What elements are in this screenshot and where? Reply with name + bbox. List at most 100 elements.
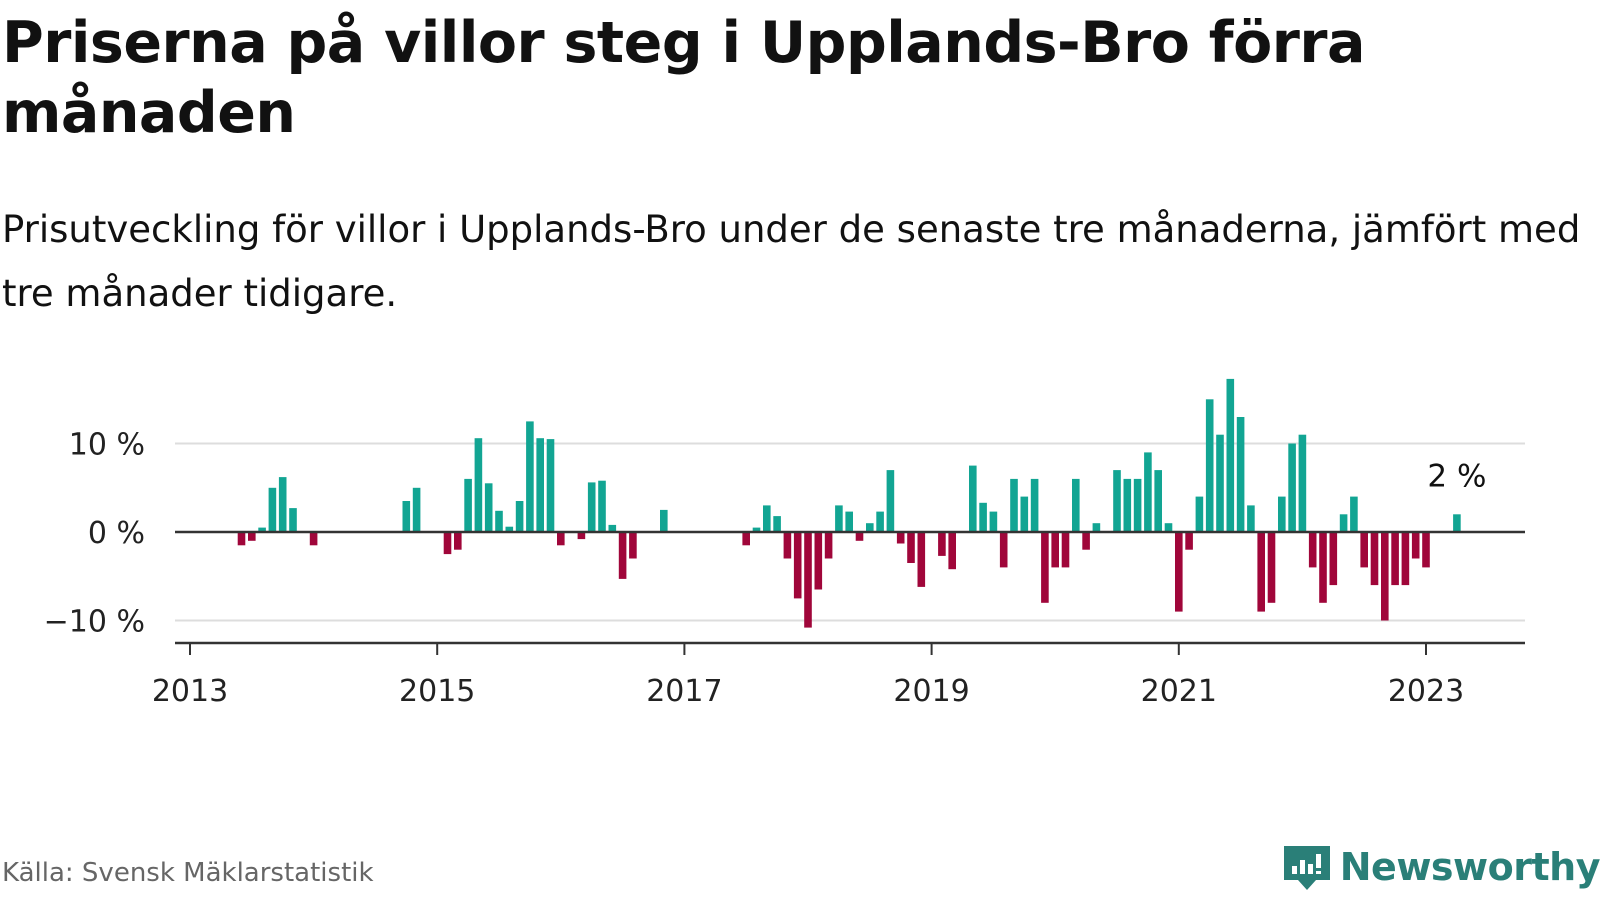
x-tick-label: 2021	[1141, 674, 1217, 709]
bar	[402, 501, 411, 532]
bar	[1226, 378, 1235, 532]
bar	[1051, 532, 1059, 568]
latest-value-label: 2 %	[1427, 458, 1486, 494]
bar	[1041, 532, 1049, 603]
bar	[835, 505, 843, 532]
bar	[526, 421, 534, 532]
bar	[237, 532, 246, 546]
bar	[938, 532, 946, 556]
bar	[495, 510, 503, 532]
y-tick-label: −10 %	[44, 605, 145, 640]
bar	[1092, 523, 1101, 532]
bar	[660, 509, 668, 532]
bar-chart: −10 % 0 % 10 % 2013 2015 2017 2019 2021 2023 2 %	[44, 378, 1525, 709]
bar	[1072, 478, 1080, 532]
bar	[1391, 532, 1399, 586]
bar	[557, 532, 565, 546]
bar	[907, 532, 915, 563]
bar	[505, 526, 514, 532]
bar	[1267, 532, 1276, 603]
bar	[1185, 532, 1193, 550]
chart-subtitle: Prisutveckling för villor i Upplands-Bro…	[2, 208, 1581, 315]
x-tick-label: 2015	[399, 674, 475, 709]
bar	[1020, 496, 1029, 532]
x-tick-label: 2017	[646, 674, 722, 709]
bar	[763, 505, 771, 532]
bar	[1401, 532, 1410, 586]
bar	[577, 532, 586, 540]
bar	[1350, 496, 1358, 532]
bar	[1319, 532, 1327, 603]
bar	[917, 532, 926, 587]
newsworthy-logo-icon	[1283, 846, 1330, 890]
y-tick-label: 10 %	[69, 428, 145, 463]
bar	[454, 532, 462, 550]
bar	[1278, 496, 1286, 532]
bar	[1010, 478, 1018, 532]
bar	[248, 532, 256, 541]
bar	[1308, 532, 1317, 568]
bar	[278, 477, 287, 532]
bar	[546, 439, 555, 532]
bar	[1133, 478, 1142, 532]
bar	[1370, 532, 1379, 586]
brand-name: Newsworthy	[1339, 845, 1600, 889]
bar	[824, 532, 833, 559]
bar	[1422, 532, 1430, 568]
bar	[412, 487, 421, 533]
bar	[1257, 532, 1265, 612]
bar	[989, 511, 998, 532]
bar	[1082, 532, 1090, 550]
bar	[1175, 532, 1183, 612]
bar	[608, 524, 617, 532]
bar	[866, 523, 874, 532]
brand-logo: Newsworthy	[1282, 842, 1600, 892]
x-tick-label: 2023	[1388, 674, 1464, 709]
bar	[1113, 470, 1121, 532]
bar	[793, 532, 802, 599]
bar	[783, 532, 792, 559]
bar	[876, 511, 884, 532]
bar	[1061, 532, 1070, 568]
bar	[618, 532, 627, 579]
bar	[258, 527, 266, 532]
bar	[1030, 478, 1039, 532]
bar	[752, 527, 761, 532]
bar	[886, 470, 895, 532]
bar	[1381, 532, 1389, 621]
bar	[484, 483, 493, 532]
bar	[1195, 496, 1204, 532]
bar	[474, 438, 483, 532]
bar	[1339, 514, 1348, 532]
bar	[1329, 532, 1338, 586]
bar	[1164, 523, 1173, 532]
bar	[443, 532, 452, 555]
bar	[1453, 514, 1461, 532]
bar	[587, 482, 596, 532]
bar	[629, 532, 637, 559]
bar	[1288, 443, 1296, 532]
y-tick-label: 0 %	[88, 516, 145, 551]
bar	[1298, 434, 1307, 532]
bar	[1123, 478, 1132, 532]
chart-title: Priserna på villor steg i Upplands-Bro f…	[2, 10, 1365, 146]
bar	[1154, 470, 1162, 532]
bar	[855, 532, 864, 541]
bar	[268, 487, 277, 533]
bar	[969, 465, 977, 532]
bar	[1247, 505, 1255, 532]
bar	[1411, 532, 1420, 559]
bar	[289, 508, 297, 532]
bar	[948, 532, 956, 570]
bar	[515, 501, 524, 532]
bar	[773, 516, 781, 532]
bar	[536, 438, 544, 532]
bar	[1205, 399, 1214, 533]
bar	[1216, 434, 1224, 532]
bar	[742, 532, 750, 546]
bar	[896, 532, 905, 544]
bar	[999, 532, 1008, 568]
bar	[598, 480, 606, 532]
x-tick-label: 2013	[152, 674, 228, 709]
bar	[464, 478, 472, 532]
